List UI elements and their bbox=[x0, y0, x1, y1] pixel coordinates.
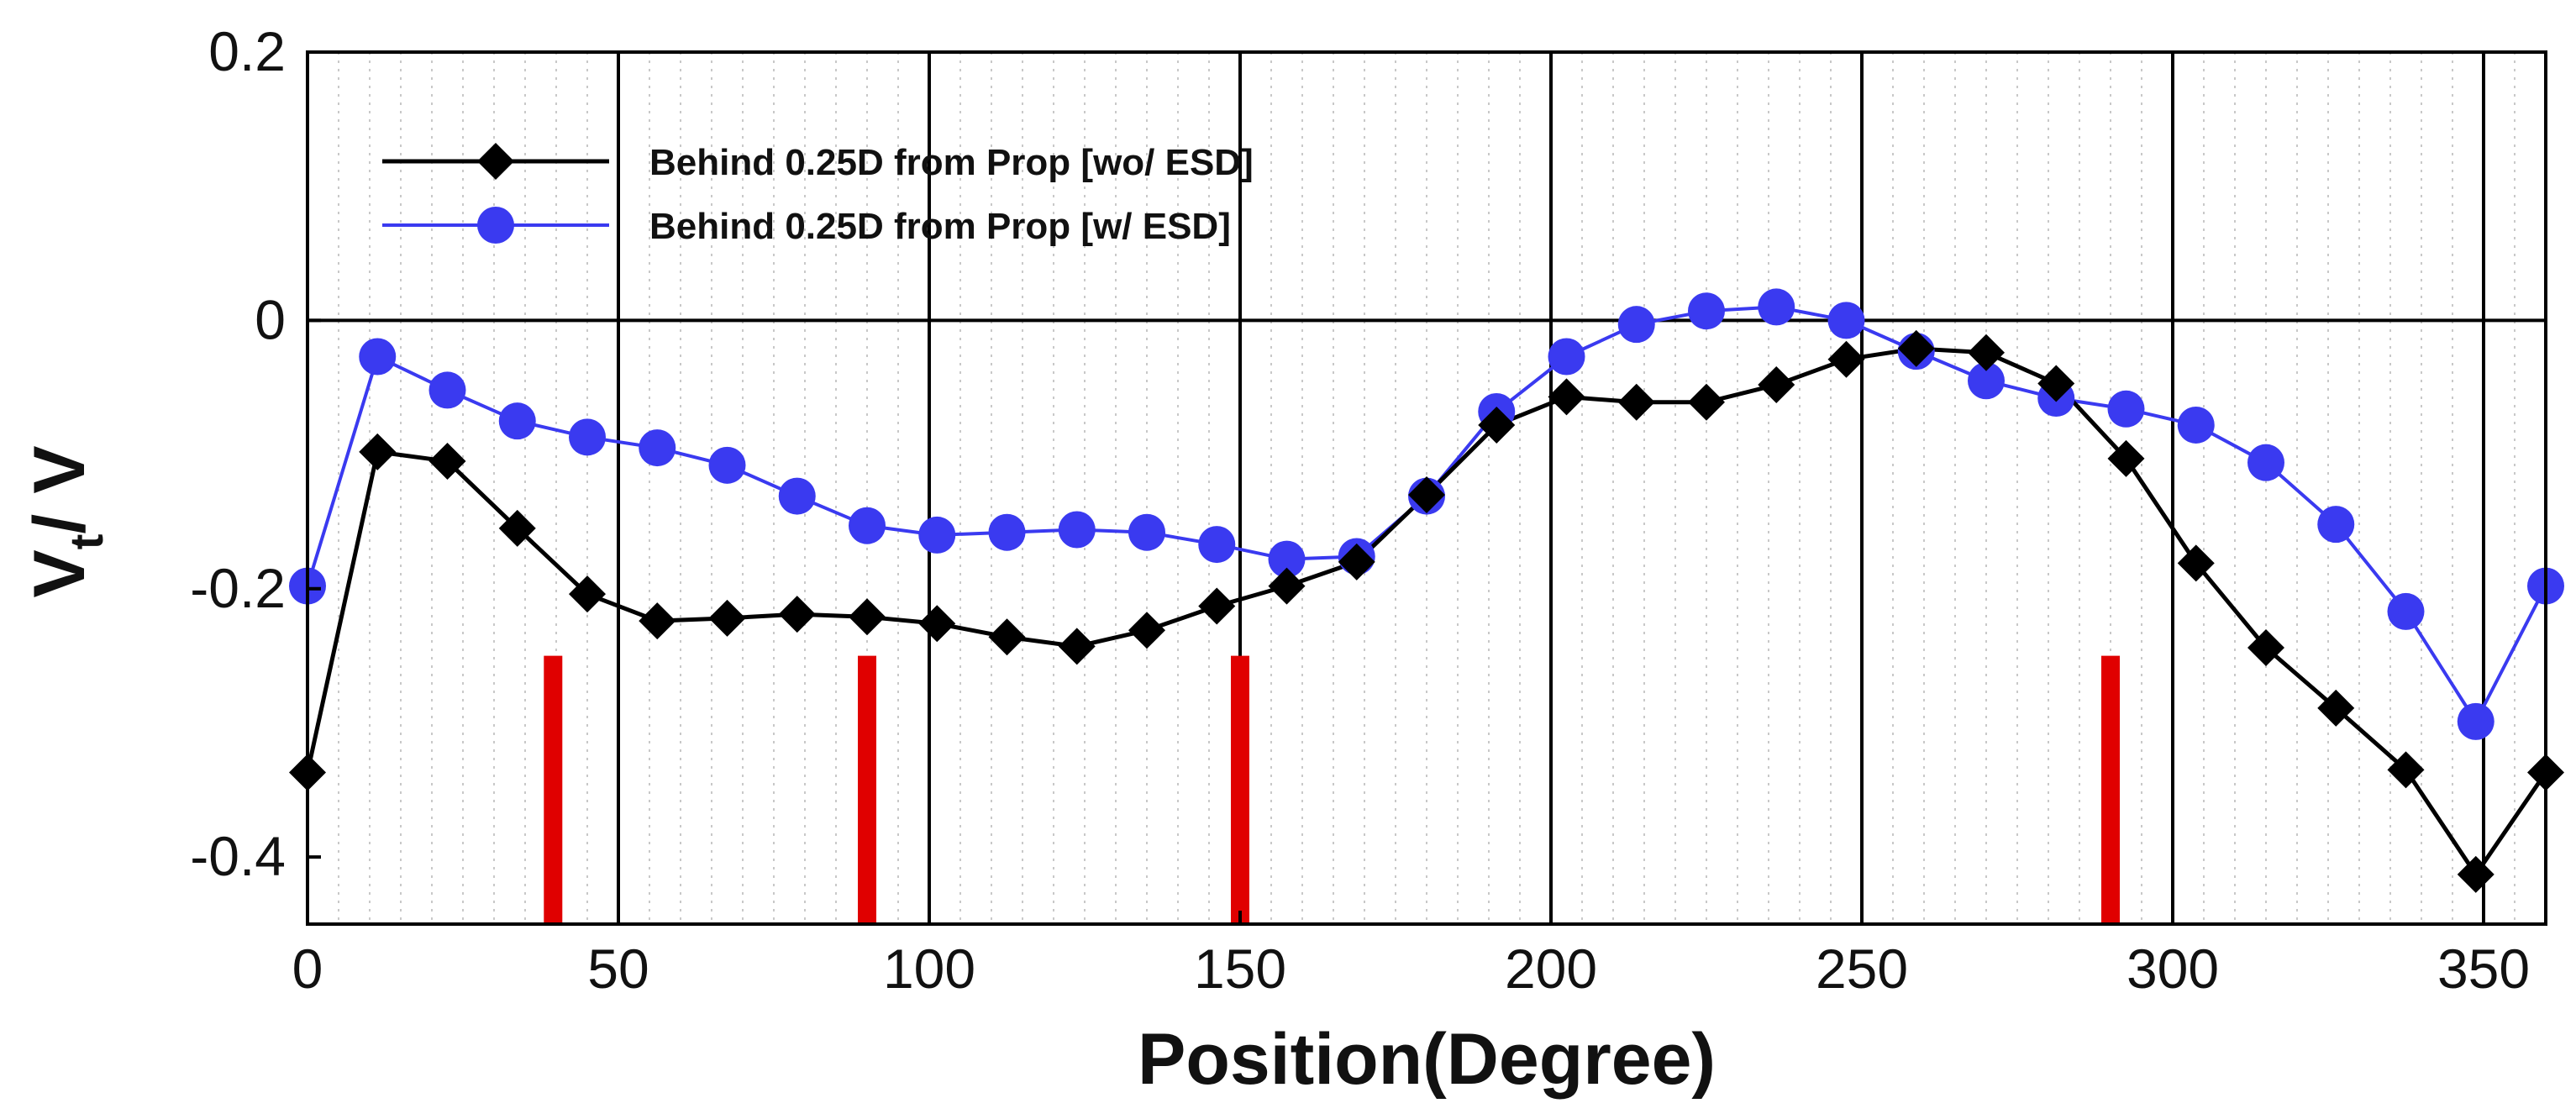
data-point-diamond bbox=[2457, 855, 2495, 893]
data-point-diamond bbox=[2387, 751, 2425, 789]
data-point-circle bbox=[1548, 338, 1585, 376]
legend-marker-circle bbox=[477, 207, 514, 244]
data-point-diamond bbox=[1688, 383, 1725, 421]
data-point-circle bbox=[2247, 444, 2284, 481]
data-point-diamond bbox=[1198, 587, 1236, 625]
x-tick-label: 50 bbox=[587, 938, 649, 1000]
x-tick-label: 150 bbox=[1194, 938, 1286, 1000]
data-point-circle bbox=[1128, 513, 1165, 551]
y-tick-label: 0 bbox=[255, 288, 286, 350]
data-point-circle bbox=[2387, 592, 2425, 630]
data-point-circle bbox=[639, 429, 676, 467]
legend-label: Behind 0.25D from Prop [wo/ ESD] bbox=[649, 142, 1254, 183]
data-point-diamond bbox=[1897, 329, 1935, 367]
data-point-circle bbox=[1058, 511, 1096, 549]
data-point-diamond bbox=[918, 605, 956, 643]
data-point-circle bbox=[1198, 526, 1236, 564]
data-point-diamond bbox=[2177, 544, 2215, 582]
data-point-circle bbox=[1688, 292, 1725, 330]
data-point-circle bbox=[569, 418, 606, 456]
data-point-circle bbox=[2317, 506, 2355, 544]
minor-grid bbox=[338, 52, 2516, 924]
data-point-diamond bbox=[498, 509, 536, 547]
legend-label: Behind 0.25D from Prop [w/ ESD] bbox=[649, 206, 1231, 247]
x-tick-label: 350 bbox=[2437, 938, 2530, 1000]
data-point-diamond bbox=[359, 433, 397, 470]
data-point-circle bbox=[498, 402, 536, 440]
red-marker-bar bbox=[1231, 655, 1249, 924]
data-point-circle bbox=[2457, 702, 2495, 740]
x-tick-label: 250 bbox=[1816, 938, 1908, 1000]
y-axis-title-subscript: t bbox=[60, 534, 113, 550]
data-point-circle bbox=[918, 516, 956, 554]
data-point-circle bbox=[1968, 362, 2005, 400]
y-axis-title: Vt/ V bbox=[19, 445, 113, 597]
plot-frame bbox=[306, 50, 2547, 926]
data-point-diamond bbox=[849, 598, 886, 636]
data-point-circle bbox=[1617, 306, 1655, 344]
y-tick-label: -0.2 bbox=[190, 557, 286, 619]
data-point-diamond bbox=[1968, 334, 2005, 371]
data-point-diamond bbox=[1548, 378, 1585, 416]
data-point-diamond bbox=[1758, 366, 1795, 404]
data-point-diamond bbox=[1408, 475, 1445, 513]
data-point-diamond bbox=[428, 443, 466, 481]
data-point-diamond bbox=[2247, 629, 2284, 667]
red-marker-bar bbox=[544, 655, 563, 924]
data-point-circle bbox=[1268, 540, 1306, 578]
x-axis-title: Position(Degree) bbox=[1138, 1019, 1716, 1100]
legend: Behind 0.25D from Prop [wo/ ESD] Behind 0… bbox=[382, 142, 1254, 247]
data-point-circle bbox=[849, 507, 886, 544]
data-point-circle bbox=[2107, 390, 2145, 428]
data-point-diamond bbox=[2317, 689, 2355, 727]
data-point-diamond bbox=[569, 575, 606, 613]
data-point-diamond bbox=[2107, 439, 2145, 477]
y-axis-title-main: V bbox=[19, 549, 100, 597]
data-point-circle bbox=[708, 446, 746, 484]
data-point-circle bbox=[2177, 406, 2215, 444]
legend-marker-diamond bbox=[477, 143, 514, 180]
data-point-circle bbox=[1827, 302, 1865, 339]
data-point-circle bbox=[428, 371, 466, 409]
data-point-diamond bbox=[708, 599, 746, 637]
data-point-diamond bbox=[2037, 365, 2075, 402]
data-point-circle bbox=[359, 338, 397, 376]
x-tick-label: 200 bbox=[1505, 938, 1597, 1000]
y-tick-label: -0.4 bbox=[190, 825, 286, 887]
data-point-circle bbox=[778, 477, 816, 515]
data-point-diamond bbox=[1617, 383, 1655, 421]
axis-ticks bbox=[306, 50, 2485, 924]
data-point-diamond bbox=[1827, 340, 1865, 378]
y-tick-label: 0.2 bbox=[208, 20, 286, 82]
series-markers bbox=[289, 288, 2564, 893]
x-tick-label: 100 bbox=[883, 938, 975, 1000]
red-marker-bar bbox=[2101, 655, 2120, 924]
data-point-diamond bbox=[1338, 543, 1375, 581]
x-tick-label: 300 bbox=[2127, 938, 2219, 1000]
red-marker-bar bbox=[858, 655, 876, 924]
data-point-circle bbox=[1758, 288, 1795, 326]
data-point-circle bbox=[988, 513, 1026, 551]
data-point-diamond bbox=[639, 602, 676, 640]
data-point-diamond bbox=[1058, 628, 1096, 665]
red-marker-group bbox=[544, 655, 2120, 924]
data-point-diamond bbox=[778, 596, 816, 633]
data-point-diamond bbox=[1128, 612, 1165, 649]
data-point-diamond bbox=[988, 618, 1026, 656]
tick-labels: 0 50 100 150 200 250 300 350 0.2 0 -0.2 -0.4 bbox=[190, 20, 2530, 1000]
y-axis-title-suffix: / V bbox=[19, 445, 100, 533]
data-point-diamond bbox=[1268, 567, 1306, 605]
data-point-diamond bbox=[1478, 406, 1516, 444]
x-tick-label: 0 bbox=[292, 938, 323, 1000]
